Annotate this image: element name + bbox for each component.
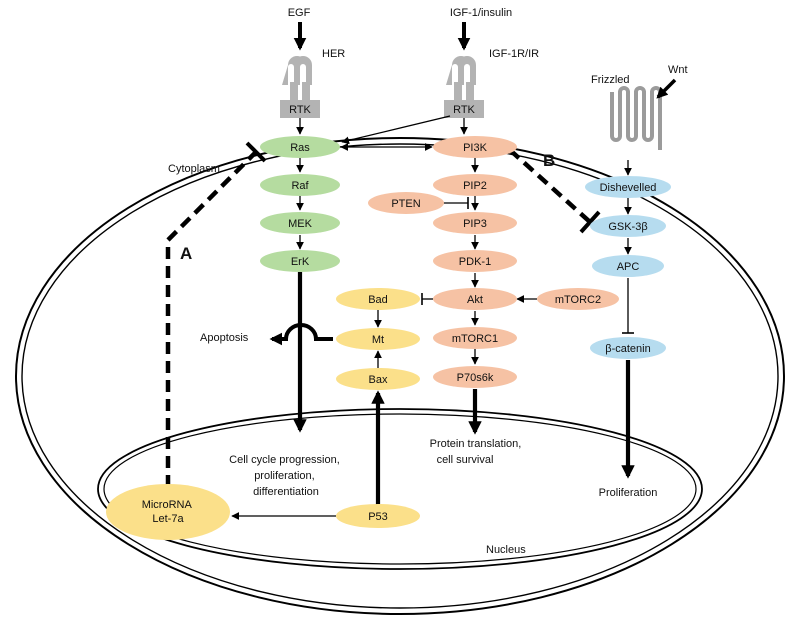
node-mtorc1-label: mTORC1 — [452, 333, 498, 345]
pathway-edges — [165, 115, 635, 520]
node-mtorc2 — [537, 288, 619, 310]
inhibition-a-bar — [245, 141, 267, 163]
node-erk — [260, 250, 340, 272]
rtk-left-label: RTK — [289, 104, 311, 116]
inhibition-a-line — [165, 150, 258, 487]
inhibition-b-bar — [579, 210, 601, 234]
inhibition-b-label: B — [543, 151, 555, 170]
node-beta-catenin-label: β-catenin — [605, 343, 650, 355]
node-microrna-label: MicroRNA Let-7a — [142, 499, 195, 525]
node-mtorc1 — [433, 327, 517, 349]
node-mtorc2-label: mTORC2 — [555, 294, 601, 306]
edge-mt-apoptosis — [269, 323, 333, 346]
node-bad-label: Bad — [368, 294, 388, 306]
node-mt-label: Mt — [372, 334, 384, 346]
wnt-nodes: Dishevelled GSK-3β APC β-catenin — [585, 176, 671, 359]
her-label: HER — [322, 48, 345, 60]
frizzled-receptor — [610, 86, 662, 150]
node-raf — [260, 174, 340, 196]
proliferation-label: Proliferation — [599, 487, 658, 499]
node-pdk1 — [433, 250, 517, 272]
node-mek — [260, 212, 340, 234]
wnt-label: Wnt — [668, 64, 688, 76]
node-gsk3b — [590, 215, 666, 237]
node-pten-label: PTEN — [391, 198, 420, 210]
node-mek-label: MEK — [288, 218, 313, 230]
node-p53-label: P53 — [368, 511, 388, 523]
node-gsk3b-label: GSK-3β — [608, 221, 647, 233]
node-pip3-label: PIP3 — [463, 218, 487, 230]
nucleus-label: Nucleus — [486, 544, 526, 556]
node-p70s6k — [433, 366, 517, 388]
node-ras — [260, 136, 340, 158]
node-beta-catenin — [590, 337, 666, 359]
node-pip2-label: PIP2 — [463, 180, 487, 192]
cell-cycle-label: Cell cycle progression, proliferation, d… — [229, 454, 343, 498]
protein-translation-line-2: cell survival — [437, 454, 494, 466]
igf1r-receptor — [444, 55, 484, 118]
node-p70s6k-label: P70s6k — [457, 372, 494, 384]
node-erk-label: ErK — [291, 256, 310, 268]
node-p53 — [336, 504, 420, 528]
node-microrna-line-1: MicroRNA — [142, 499, 193, 511]
node-pdk1-label: PDK-1 — [459, 256, 491, 268]
node-pten — [368, 192, 444, 214]
protein-translation-label: Protein translation, cell survival — [430, 438, 525, 466]
node-apc-label: APC — [617, 261, 640, 273]
igf-label: IGF-1/insulin — [450, 7, 512, 19]
node-dishevelled-label: Dishevelled — [600, 182, 657, 194]
mapk-nodes: Ras Raf MEK ErK — [260, 136, 340, 272]
node-bax — [336, 368, 420, 390]
frizzled-label: Frizzled — [591, 74, 630, 86]
node-pi3k-label: PI3K — [463, 142, 488, 154]
node-microrna-line-2: Let-7a — [152, 513, 184, 525]
wnt-arrow — [656, 78, 677, 99]
inhibition-a-label: A — [180, 244, 192, 263]
edge-rtk2-ras — [341, 115, 451, 145]
node-pi3k — [433, 136, 517, 158]
node-dishevelled — [585, 176, 671, 198]
her-receptor — [280, 55, 320, 118]
node-ras-label: Ras — [290, 142, 310, 154]
apoptosis-label: Apoptosis — [200, 332, 249, 344]
pi3k-nodes: PI3K PIP2 PTEN PIP3 PDK-1 Akt mTORC2 mTO… — [368, 136, 619, 388]
node-apc — [592, 255, 664, 277]
node-mt — [336, 328, 420, 350]
cell-cycle-line-3: differentiation — [253, 486, 319, 498]
node-bad — [336, 288, 420, 310]
cytoplasm-label: Cytoplasm — [168, 163, 220, 175]
egf-label: EGF — [288, 7, 311, 19]
node-pip3 — [433, 212, 517, 234]
nucleus-envelope — [97, 408, 703, 570]
cell-cycle-line-1: Cell cycle progression, — [229, 454, 340, 466]
cell-cycle-line-2: proliferation, — [254, 470, 315, 482]
igf1r-label: IGF-1R/IR — [489, 48, 539, 60]
rtk-right-label: RTK — [453, 104, 475, 116]
node-raf-label: Raf — [291, 180, 309, 192]
node-microrna — [106, 484, 230, 540]
node-akt-label: Akt — [467, 294, 483, 306]
apoptosis-nodes: Bad Mt Bax P53 MicroRNA Let-7a — [106, 288, 420, 540]
node-akt — [433, 288, 517, 310]
node-bax-label: Bax — [369, 374, 388, 386]
protein-translation-line-1: Protein translation, — [430, 438, 522, 450]
node-pip2 — [433, 174, 517, 196]
